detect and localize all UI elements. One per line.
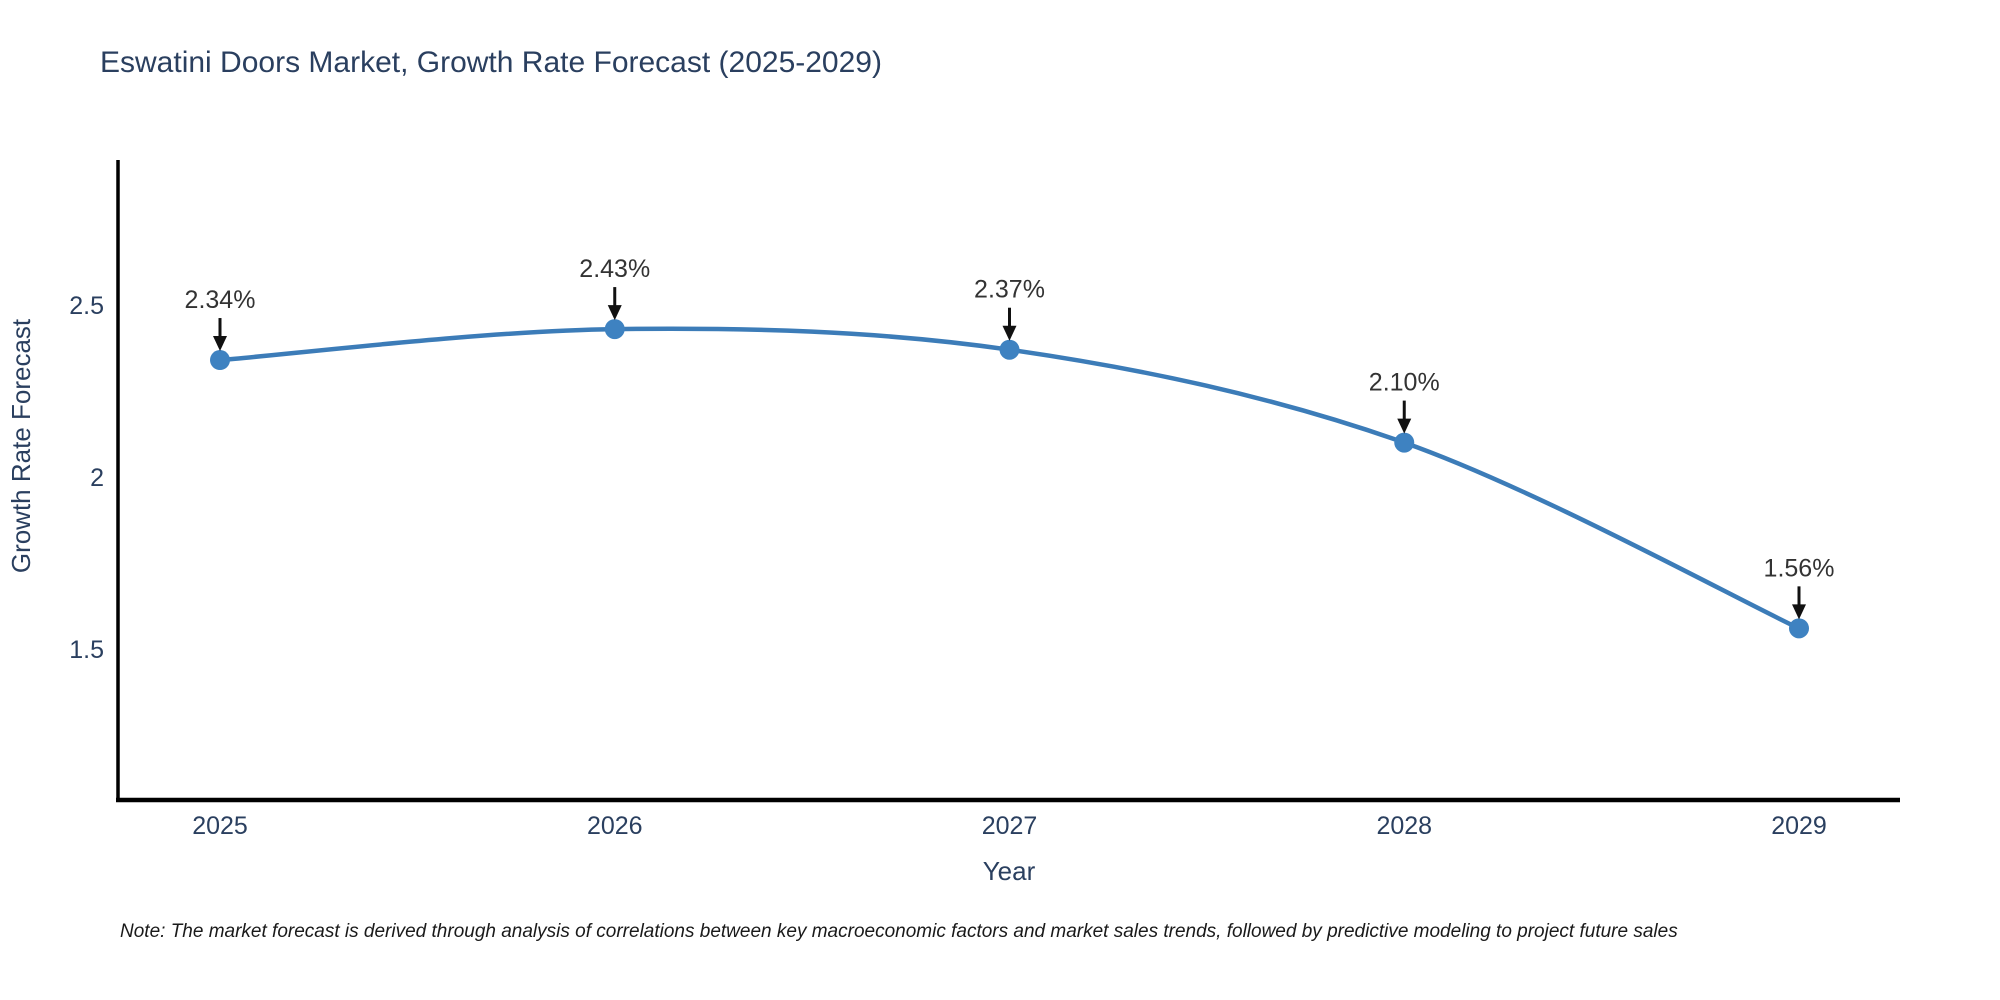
annotation-arrowhead — [1397, 418, 1412, 434]
x-axis-title: Year — [983, 856, 1036, 886]
x-tick-label: 2027 — [982, 812, 1038, 840]
x-tick-label: 2028 — [1376, 812, 1432, 840]
data-point — [210, 350, 230, 371]
chart-title: Eswatini Doors Market, Growth Rate Forec… — [100, 46, 882, 79]
y-tick-label: 2 — [90, 464, 104, 492]
data-point — [604, 319, 625, 340]
y-tick-label: 1.5 — [69, 636, 104, 664]
data-point — [1789, 618, 1809, 639]
y-tick-label: 2.5 — [69, 292, 104, 320]
x-tick-label: 2026 — [587, 812, 643, 840]
y-axis-title: Growth Rate Forecast — [6, 318, 36, 573]
data-point-label: 1.56% — [1764, 554, 1835, 582]
x-tick-label: 2029 — [1771, 812, 1827, 840]
x-tick-label: 2025 — [192, 812, 248, 840]
annotation-arrowhead — [607, 305, 622, 321]
annotation-arrowhead — [213, 336, 227, 352]
trend-line — [217, 326, 1802, 631]
data-point-label: 2.43% — [579, 255, 650, 283]
data-point-label: 2.34% — [185, 286, 256, 314]
data-point-label: 2.37% — [974, 276, 1045, 304]
data-point-label: 2.10% — [1369, 369, 1440, 397]
data-point — [1394, 432, 1415, 453]
footnote: Note: The market forecast is derived thr… — [120, 921, 1678, 942]
data-point — [999, 339, 1020, 360]
annotation-arrowhead — [1002, 325, 1017, 341]
annotation-arrowhead — [1792, 604, 1806, 620]
